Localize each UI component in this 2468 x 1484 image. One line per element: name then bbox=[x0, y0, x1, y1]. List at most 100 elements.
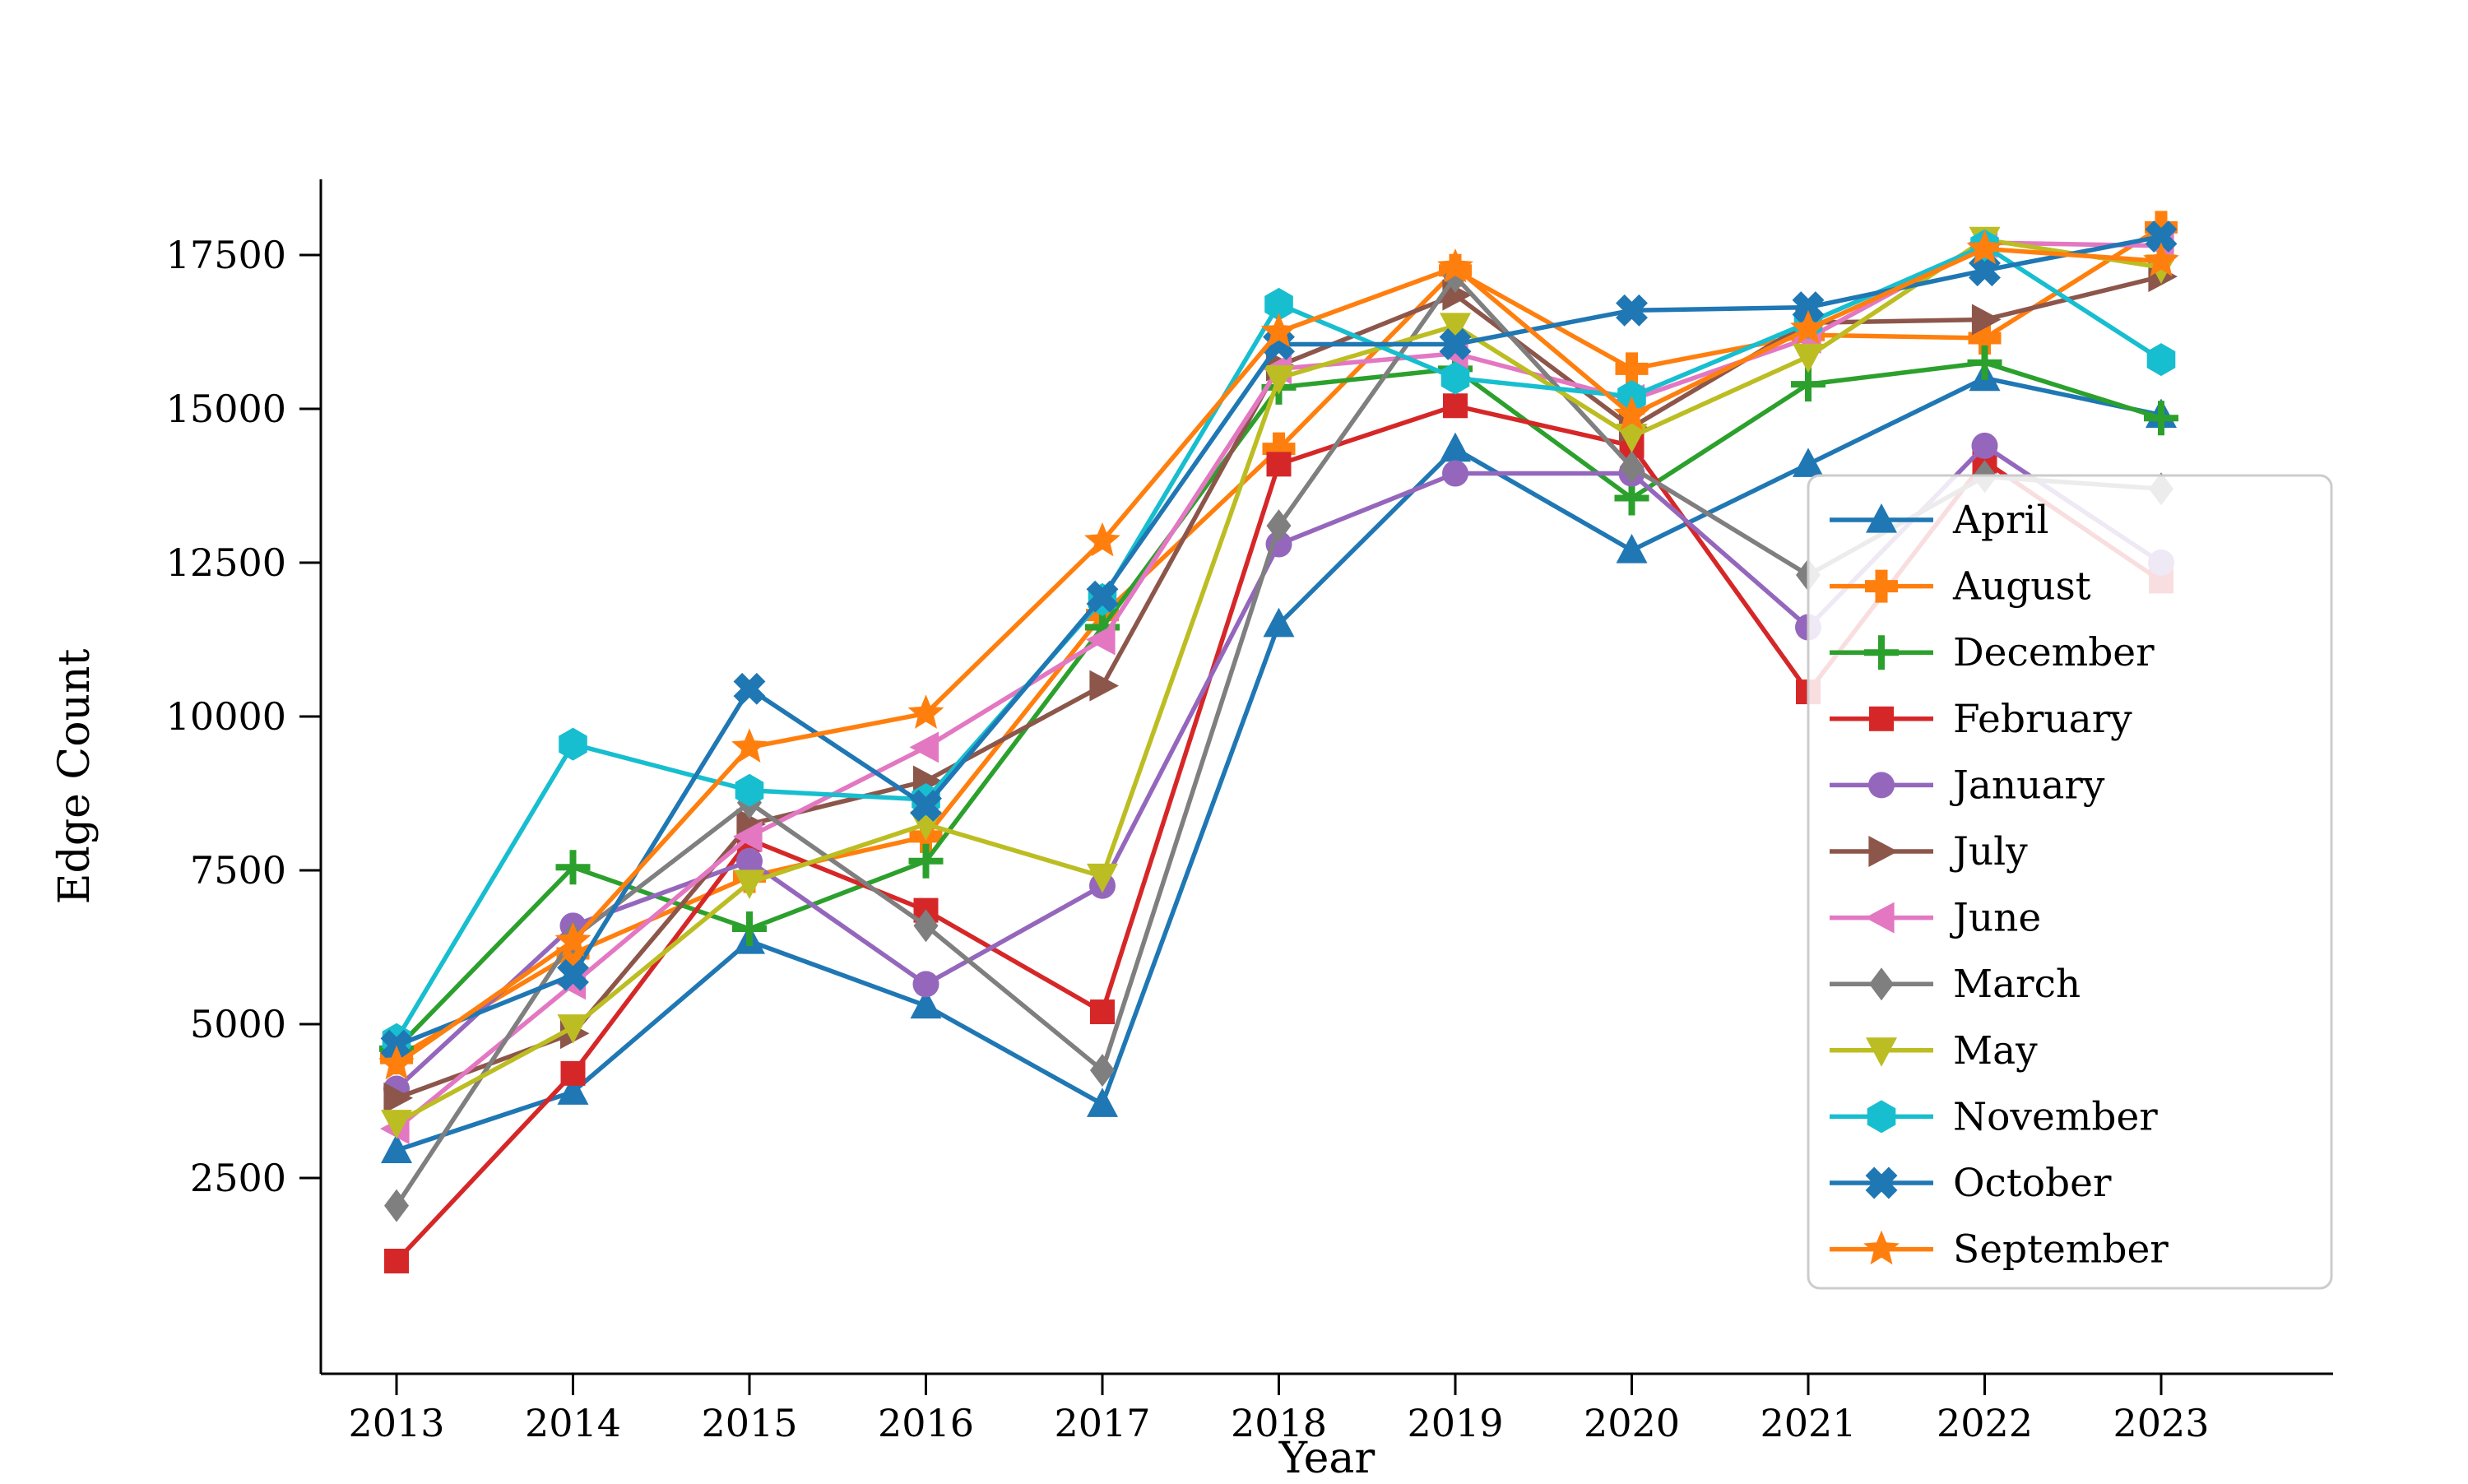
marker-september-2019 bbox=[1437, 248, 1473, 283]
legend-marker-november bbox=[1867, 1100, 1896, 1134]
marker-april-2016 bbox=[910, 989, 942, 1019]
legend-label-february: February bbox=[1953, 697, 2132, 742]
marker-february-2013 bbox=[384, 1248, 409, 1273]
legend-label-november: November bbox=[1953, 1094, 2158, 1139]
marker-march-2017 bbox=[1090, 1054, 1115, 1087]
x-tick-label-2021: 2021 bbox=[1760, 1401, 1856, 1445]
legend-marker-march bbox=[1869, 967, 1894, 1001]
marker-november-2014 bbox=[559, 727, 587, 761]
y-tick-label-12500: 12500 bbox=[166, 540, 286, 585]
marker-december-2022 bbox=[1967, 345, 2002, 380]
x-tick-label-2019: 2019 bbox=[1407, 1401, 1503, 1445]
marker-april-2014 bbox=[557, 1075, 589, 1105]
y-tick-label-17500: 17500 bbox=[166, 233, 286, 277]
legend: April August December February January July Ju… bbox=[1807, 474, 2333, 1290]
marker-april-2018 bbox=[1263, 607, 1295, 638]
marker-november-2019 bbox=[1440, 361, 1470, 395]
marker-april-2021 bbox=[1793, 448, 1824, 477]
axes: 2500 5000 7500 10000 12500 15000 17500 2013 2014… bbox=[50, 179, 2333, 1483]
marker-may-2015 bbox=[734, 870, 765, 899]
marker-november-2015 bbox=[735, 773, 764, 807]
x-axis-label: Year bbox=[1278, 1434, 1375, 1481]
legend-marker-january bbox=[1868, 772, 1895, 799]
x-tick-label-2013: 2013 bbox=[348, 1401, 444, 1445]
legend-marker-june bbox=[1865, 902, 1895, 934]
x-tick-label-2018: 2018 bbox=[1231, 1401, 1327, 1445]
legend-marker-may bbox=[1866, 1037, 1897, 1067]
x-tick-label-2017: 2017 bbox=[1054, 1401, 1150, 1445]
marker-january-2015 bbox=[736, 847, 763, 874]
x-tick-label-2022: 2022 bbox=[1937, 1401, 2033, 1445]
x-tick-label-2015: 2015 bbox=[701, 1401, 797, 1445]
legend-item-april: April bbox=[1830, 498, 2049, 543]
marker-april-2020 bbox=[1616, 534, 1648, 563]
legend-item-december: December bbox=[1830, 630, 2155, 675]
marker-january-2022 bbox=[1971, 432, 1998, 459]
legend-label-december: December bbox=[1953, 630, 2155, 675]
marker-december-2016 bbox=[908, 843, 944, 879]
y-tick-label-10000: 10000 bbox=[166, 694, 286, 739]
marker-march-2013 bbox=[384, 1189, 409, 1222]
marker-september-2022 bbox=[1966, 230, 2003, 265]
x-tick-label-2020: 2020 bbox=[1584, 1401, 1680, 1445]
marker-may-2020 bbox=[1616, 424, 1648, 453]
legend-label-july: July bbox=[1950, 829, 2028, 874]
marker-february-2019 bbox=[1443, 393, 1468, 419]
legend-label-june: June bbox=[1950, 896, 2041, 941]
legend-item-october: October bbox=[1830, 1161, 2112, 1206]
marker-may-2021 bbox=[1793, 343, 1824, 373]
marker-march-2020 bbox=[1619, 451, 1645, 485]
marker-september-2014 bbox=[554, 922, 591, 957]
marker-april-2019 bbox=[1440, 432, 1471, 462]
legend-item-july: July bbox=[1830, 829, 2028, 874]
marker-september-2016 bbox=[907, 694, 944, 729]
marker-october-2019 bbox=[1439, 328, 1472, 360]
series-october bbox=[380, 220, 2178, 1062]
legend-box bbox=[1807, 474, 2333, 1290]
y-ticks: 2500 5000 7500 10000 12500 15000 17500 bbox=[166, 233, 321, 1200]
legend-label-october: October bbox=[1953, 1161, 2112, 1206]
y-tick-label-15000: 15000 bbox=[166, 387, 286, 431]
marker-march-2018 bbox=[1266, 509, 1292, 543]
x-tick-label-2023: 2023 bbox=[2113, 1401, 2209, 1445]
legend-item-march: March bbox=[1830, 962, 2081, 1007]
x-tick-label-2014: 2014 bbox=[525, 1401, 621, 1445]
legend-item-january: January bbox=[1830, 763, 2105, 808]
marker-december-2015 bbox=[732, 911, 767, 947]
marker-august-2023 bbox=[2145, 211, 2178, 244]
marker-august-2022 bbox=[1968, 321, 2002, 355]
marker-june-2015 bbox=[733, 820, 763, 852]
legend-marker-october bbox=[1865, 1166, 1898, 1199]
legend-label-august: August bbox=[1952, 564, 2091, 610]
marker-october-2023 bbox=[2145, 220, 2178, 253]
marker-september-2021 bbox=[1790, 309, 1826, 345]
marker-may-2018 bbox=[1263, 365, 1295, 395]
legend-label-september: September bbox=[1953, 1227, 2169, 1273]
marker-september-2013 bbox=[378, 1045, 415, 1080]
marker-august-2018 bbox=[1262, 432, 1296, 466]
marker-february-2017 bbox=[1090, 999, 1115, 1025]
marker-january-2016 bbox=[912, 971, 939, 998]
marker-april-2017 bbox=[1087, 1087, 1118, 1117]
marker-october-2017 bbox=[1086, 580, 1119, 613]
legend-marker-february bbox=[1869, 706, 1894, 731]
legend-marker-august bbox=[1865, 569, 1898, 603]
marker-october-2020 bbox=[1616, 294, 1648, 327]
legend-item-september: September bbox=[1830, 1227, 2169, 1273]
legend-label-may: May bbox=[1953, 1028, 2038, 1074]
marker-september-2023 bbox=[2143, 242, 2179, 277]
legend-marker-july bbox=[1868, 836, 1898, 867]
marker-october-2014 bbox=[557, 958, 589, 991]
marker-june-2017 bbox=[1086, 624, 1116, 656]
marker-september-2018 bbox=[1260, 313, 1297, 348]
marker-october-2015 bbox=[733, 672, 766, 705]
series-september bbox=[378, 230, 2179, 1080]
legend-marker-september bbox=[1863, 1230, 1900, 1265]
marker-april-2013 bbox=[381, 1134, 412, 1163]
marker-september-2017 bbox=[1084, 522, 1120, 557]
legend-item-june: June bbox=[1830, 896, 2041, 941]
marker-october-2016 bbox=[910, 790, 942, 822]
marker-december-2023 bbox=[2144, 401, 2178, 436]
